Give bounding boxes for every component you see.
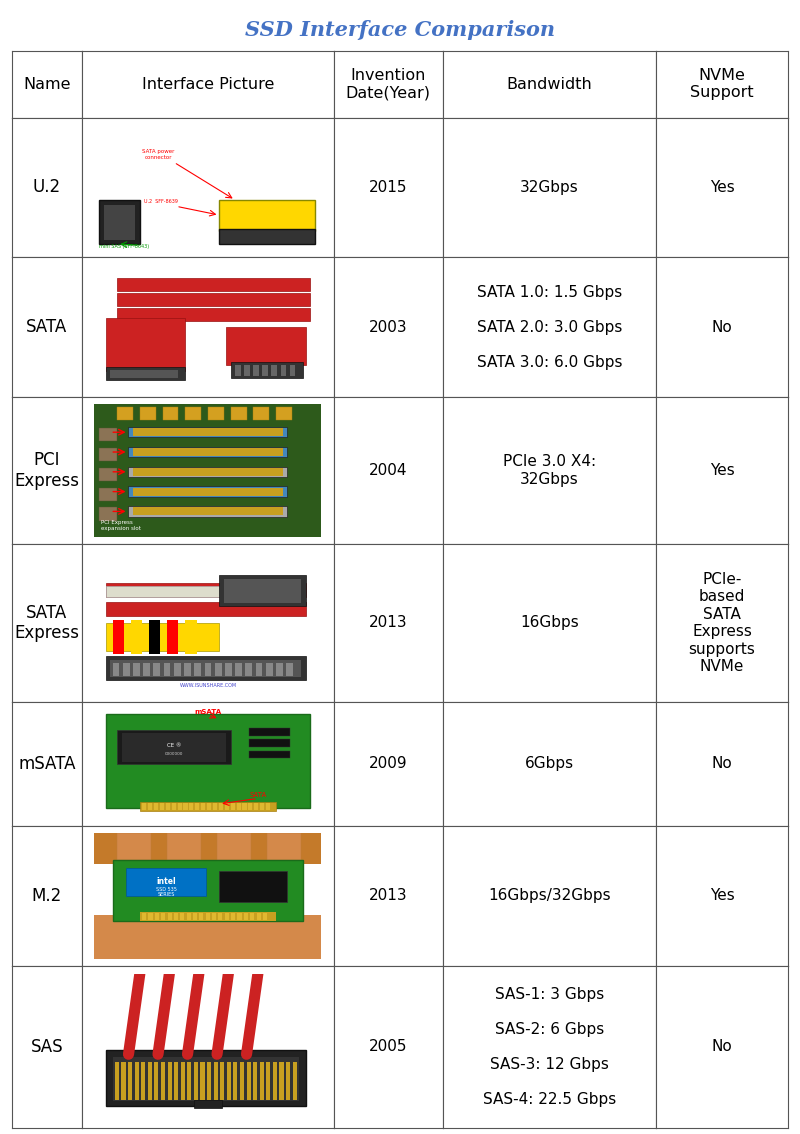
Text: 2013: 2013 (369, 616, 408, 631)
Text: 6Gbps: 6Gbps (525, 756, 574, 771)
Text: PCI
Express: PCI Express (14, 451, 79, 490)
Text: U.2: U.2 (33, 178, 61, 196)
Text: SATA: SATA (26, 319, 67, 337)
Text: Yes: Yes (710, 888, 734, 903)
Text: 16Gbps/32Gbps: 16Gbps/32Gbps (488, 888, 610, 903)
Text: 16Gbps: 16Gbps (520, 616, 578, 631)
Text: PCIe-
based
SATA
Express
supports
NVMe: PCIe- based SATA Express supports NVMe (689, 572, 755, 674)
Text: 2005: 2005 (369, 1040, 408, 1055)
Text: No: No (712, 1040, 733, 1055)
Text: 2015: 2015 (369, 180, 408, 195)
Text: No: No (712, 756, 733, 771)
Text: Name: Name (23, 77, 70, 92)
Text: mSATA: mSATA (18, 755, 76, 773)
Text: 2003: 2003 (369, 320, 408, 335)
Text: Yes: Yes (710, 180, 734, 195)
Text: SATA
Express: SATA Express (14, 603, 79, 642)
Text: SAS-1: 3 Gbps

SAS-2: 6 Gbps

SAS-3: 12 Gbps

SAS-4: 22.5 Gbps: SAS-1: 3 Gbps SAS-2: 6 Gbps SAS-3: 12 Gb… (482, 988, 616, 1107)
Text: NVMe
Support: NVMe Support (690, 68, 754, 101)
Text: 32Gbps: 32Gbps (520, 180, 578, 195)
Text: 2004: 2004 (369, 463, 408, 479)
Text: M.2: M.2 (32, 887, 62, 905)
Text: Invention
Date(Year): Invention Date(Year) (346, 68, 431, 101)
Text: SSD Interface Comparison: SSD Interface Comparison (245, 20, 555, 41)
Text: No: No (712, 320, 733, 335)
Text: 2009: 2009 (369, 756, 408, 771)
Text: Interface Picture: Interface Picture (142, 77, 274, 92)
Text: Yes: Yes (710, 463, 734, 479)
Text: Bandwidth: Bandwidth (506, 77, 592, 92)
Text: 2013: 2013 (369, 888, 408, 903)
Text: PCIe 3.0 X4:
32Gbps: PCIe 3.0 X4: 32Gbps (503, 455, 596, 486)
Text: SATA 1.0: 1.5 Gbps

SATA 2.0: 3.0 Gbps

SATA 3.0: 6.0 Gbps: SATA 1.0: 1.5 Gbps SATA 2.0: 3.0 Gbps SA… (477, 285, 622, 370)
Text: SAS: SAS (30, 1038, 63, 1056)
